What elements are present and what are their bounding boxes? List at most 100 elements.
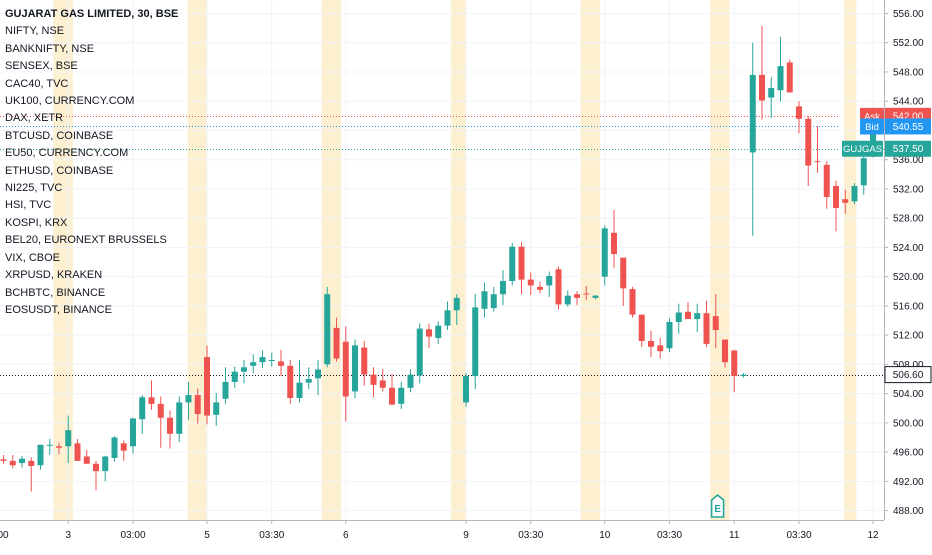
candle xyxy=(65,415,72,464)
compare-symbol-item[interactable]: BCHBTC, BINANCE xyxy=(5,286,106,299)
compare-symbol-item[interactable]: UK100, CURRENCY.COM xyxy=(5,95,135,108)
candle xyxy=(786,59,793,93)
candle-body xyxy=(37,444,44,466)
candle xyxy=(555,266,562,310)
candle xyxy=(139,395,146,434)
candle xyxy=(731,349,738,393)
candle xyxy=(19,455,25,468)
candle xyxy=(453,294,460,325)
candle xyxy=(712,294,719,349)
candle xyxy=(851,183,858,205)
candle-body xyxy=(222,381,229,399)
last-tag-value-bg xyxy=(885,140,931,157)
candle xyxy=(648,330,654,358)
event-label: E xyxy=(714,504,721,515)
candle xyxy=(342,326,349,422)
candle-body xyxy=(111,437,118,458)
candle-body xyxy=(435,325,442,339)
compare-symbol-item[interactable]: BEL20, EURONEXT BRUSSELS xyxy=(5,234,167,247)
compare-symbol-item[interactable]: SENSEX, BSE xyxy=(5,60,78,73)
candle-body xyxy=(148,397,155,404)
candle xyxy=(250,354,257,374)
candle xyxy=(444,301,451,331)
candle xyxy=(305,367,312,390)
candle-body xyxy=(444,310,451,326)
y-tick-label: 516.00 xyxy=(893,301,924,312)
candle xyxy=(481,282,488,318)
candle xyxy=(574,291,580,306)
chart-title[interactable]: GUJARAT GAS LIMITED, 30, BSE xyxy=(5,8,179,20)
candle xyxy=(102,455,109,482)
compare-symbol-item[interactable]: NIFTY, NSE xyxy=(5,25,65,38)
candle-body xyxy=(481,291,488,309)
y-tick-label: 492.00 xyxy=(893,477,924,488)
candle-body xyxy=(472,307,479,377)
compare-symbol-item[interactable]: VIX, CBOE xyxy=(5,251,61,264)
candle-body xyxy=(278,361,284,366)
candle-body xyxy=(611,232,617,254)
candle-body xyxy=(657,345,664,352)
candle-body xyxy=(83,456,90,464)
candle xyxy=(796,101,802,134)
candle xyxy=(370,367,377,398)
compare-symbol-item[interactable]: XRPUSD, KRAKEN xyxy=(5,269,103,282)
compare-symbol-item[interactable]: DAX, XETR xyxy=(5,112,64,125)
compare-symbol-item[interactable]: HSI, TVC xyxy=(5,199,52,212)
candle xyxy=(583,286,590,301)
candle-body xyxy=(463,376,469,403)
candle-body xyxy=(722,339,728,363)
candle xyxy=(407,369,414,393)
session-band-2 xyxy=(321,0,342,520)
compare-symbol-item[interactable]: BTCUSD, COINBASE xyxy=(5,129,114,142)
compare-symbol-item[interactable]: EOSUSDT, BINANCE xyxy=(5,303,112,316)
y-tick-label: 520.00 xyxy=(893,272,924,283)
x-tick-label: 03:00 xyxy=(120,530,145,541)
candle xyxy=(194,388,201,424)
x-tick-label: 3:00 xyxy=(0,530,9,541)
candle xyxy=(361,340,368,386)
candle xyxy=(749,42,756,236)
candle-body xyxy=(564,295,571,305)
candle xyxy=(56,442,62,455)
candle xyxy=(148,380,155,410)
y-tick-label: 536.00 xyxy=(893,155,924,166)
candle xyxy=(842,189,849,214)
candle-body xyxy=(194,395,201,415)
candle-body xyxy=(870,126,876,154)
candle xyxy=(527,272,534,295)
candle xyxy=(833,180,839,232)
compare-symbol-item[interactable]: BANKNIFTY, NSE xyxy=(5,42,95,55)
candle xyxy=(296,359,303,403)
earnings-event-marker[interactable]: E xyxy=(710,493,725,518)
x-tick-label: 03:30 xyxy=(657,530,682,541)
axes: 488.00 492.00 496.00 500.00 504.00 508.00 512.… xyxy=(0,0,932,541)
candle xyxy=(120,440,127,461)
candle xyxy=(278,349,284,377)
y-tick-label: 524.00 xyxy=(893,243,924,254)
compare-symbol-item[interactable]: CAC40, TVC xyxy=(5,77,69,90)
candle xyxy=(814,126,821,173)
y-tick-label: 548.00 xyxy=(893,67,924,78)
ask-tag-label: Ask xyxy=(864,111,880,122)
candle-body xyxy=(426,329,432,337)
x-tick-label: 03:30 xyxy=(786,530,811,541)
candle-body xyxy=(786,62,793,93)
candle-body xyxy=(666,321,673,349)
compare-symbol-item[interactable]: EU50, CURRENCY.COM xyxy=(5,147,129,160)
compare-symbol-item[interactable]: NI225, TVC xyxy=(5,182,63,195)
candle-body xyxy=(777,66,784,91)
compare-symbol-item[interactable]: ETHUSD, COINBASE xyxy=(5,164,114,177)
candle-body xyxy=(28,460,35,466)
marker-tag-value-bg xyxy=(884,366,932,384)
candle-body xyxy=(851,186,858,202)
candle-body xyxy=(574,294,580,298)
candle-body xyxy=(592,295,599,298)
candle-body xyxy=(176,402,183,434)
x-tick-label: 3 xyxy=(65,530,71,541)
candle-body xyxy=(102,456,109,472)
candle-body xyxy=(527,279,534,286)
candle-body xyxy=(370,374,377,385)
compare-symbol-item[interactable]: KOSPI, KRX xyxy=(5,216,68,229)
